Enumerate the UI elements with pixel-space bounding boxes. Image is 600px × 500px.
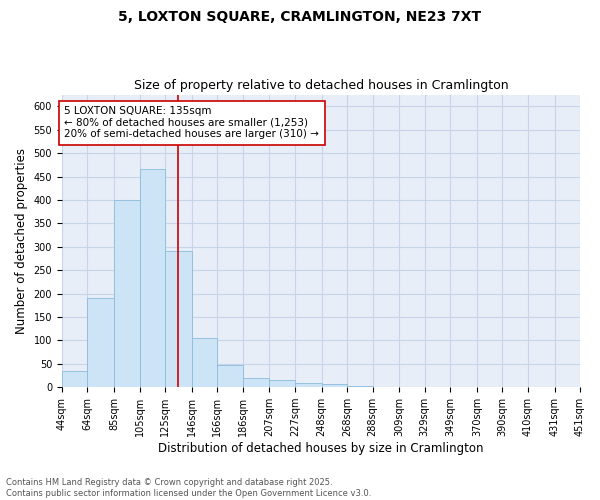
Bar [114, 200, 140, 387]
Bar [192, 338, 217, 387]
Title: Size of property relative to detached houses in Cramlington: Size of property relative to detached ho… [134, 79, 508, 92]
Bar [295, 384, 322, 387]
Bar [165, 252, 192, 387]
Bar [140, 170, 165, 387]
Bar [217, 364, 242, 387]
Y-axis label: Number of detached properties: Number of detached properties [15, 148, 28, 334]
Bar [322, 384, 347, 387]
Bar [88, 298, 114, 387]
Bar [347, 386, 373, 387]
Bar [269, 380, 295, 387]
Text: 5 LOXTON SQUARE: 135sqm
← 80% of detached houses are smaller (1,253)
20% of semi: 5 LOXTON SQUARE: 135sqm ← 80% of detache… [64, 106, 319, 140]
Text: 5, LOXTON SQUARE, CRAMLINGTON, NE23 7XT: 5, LOXTON SQUARE, CRAMLINGTON, NE23 7XT [118, 10, 482, 24]
Bar [242, 378, 269, 387]
Bar [62, 371, 88, 387]
Text: Contains HM Land Registry data © Crown copyright and database right 2025.
Contai: Contains HM Land Registry data © Crown c… [6, 478, 371, 498]
X-axis label: Distribution of detached houses by size in Cramlington: Distribution of detached houses by size … [158, 442, 484, 455]
